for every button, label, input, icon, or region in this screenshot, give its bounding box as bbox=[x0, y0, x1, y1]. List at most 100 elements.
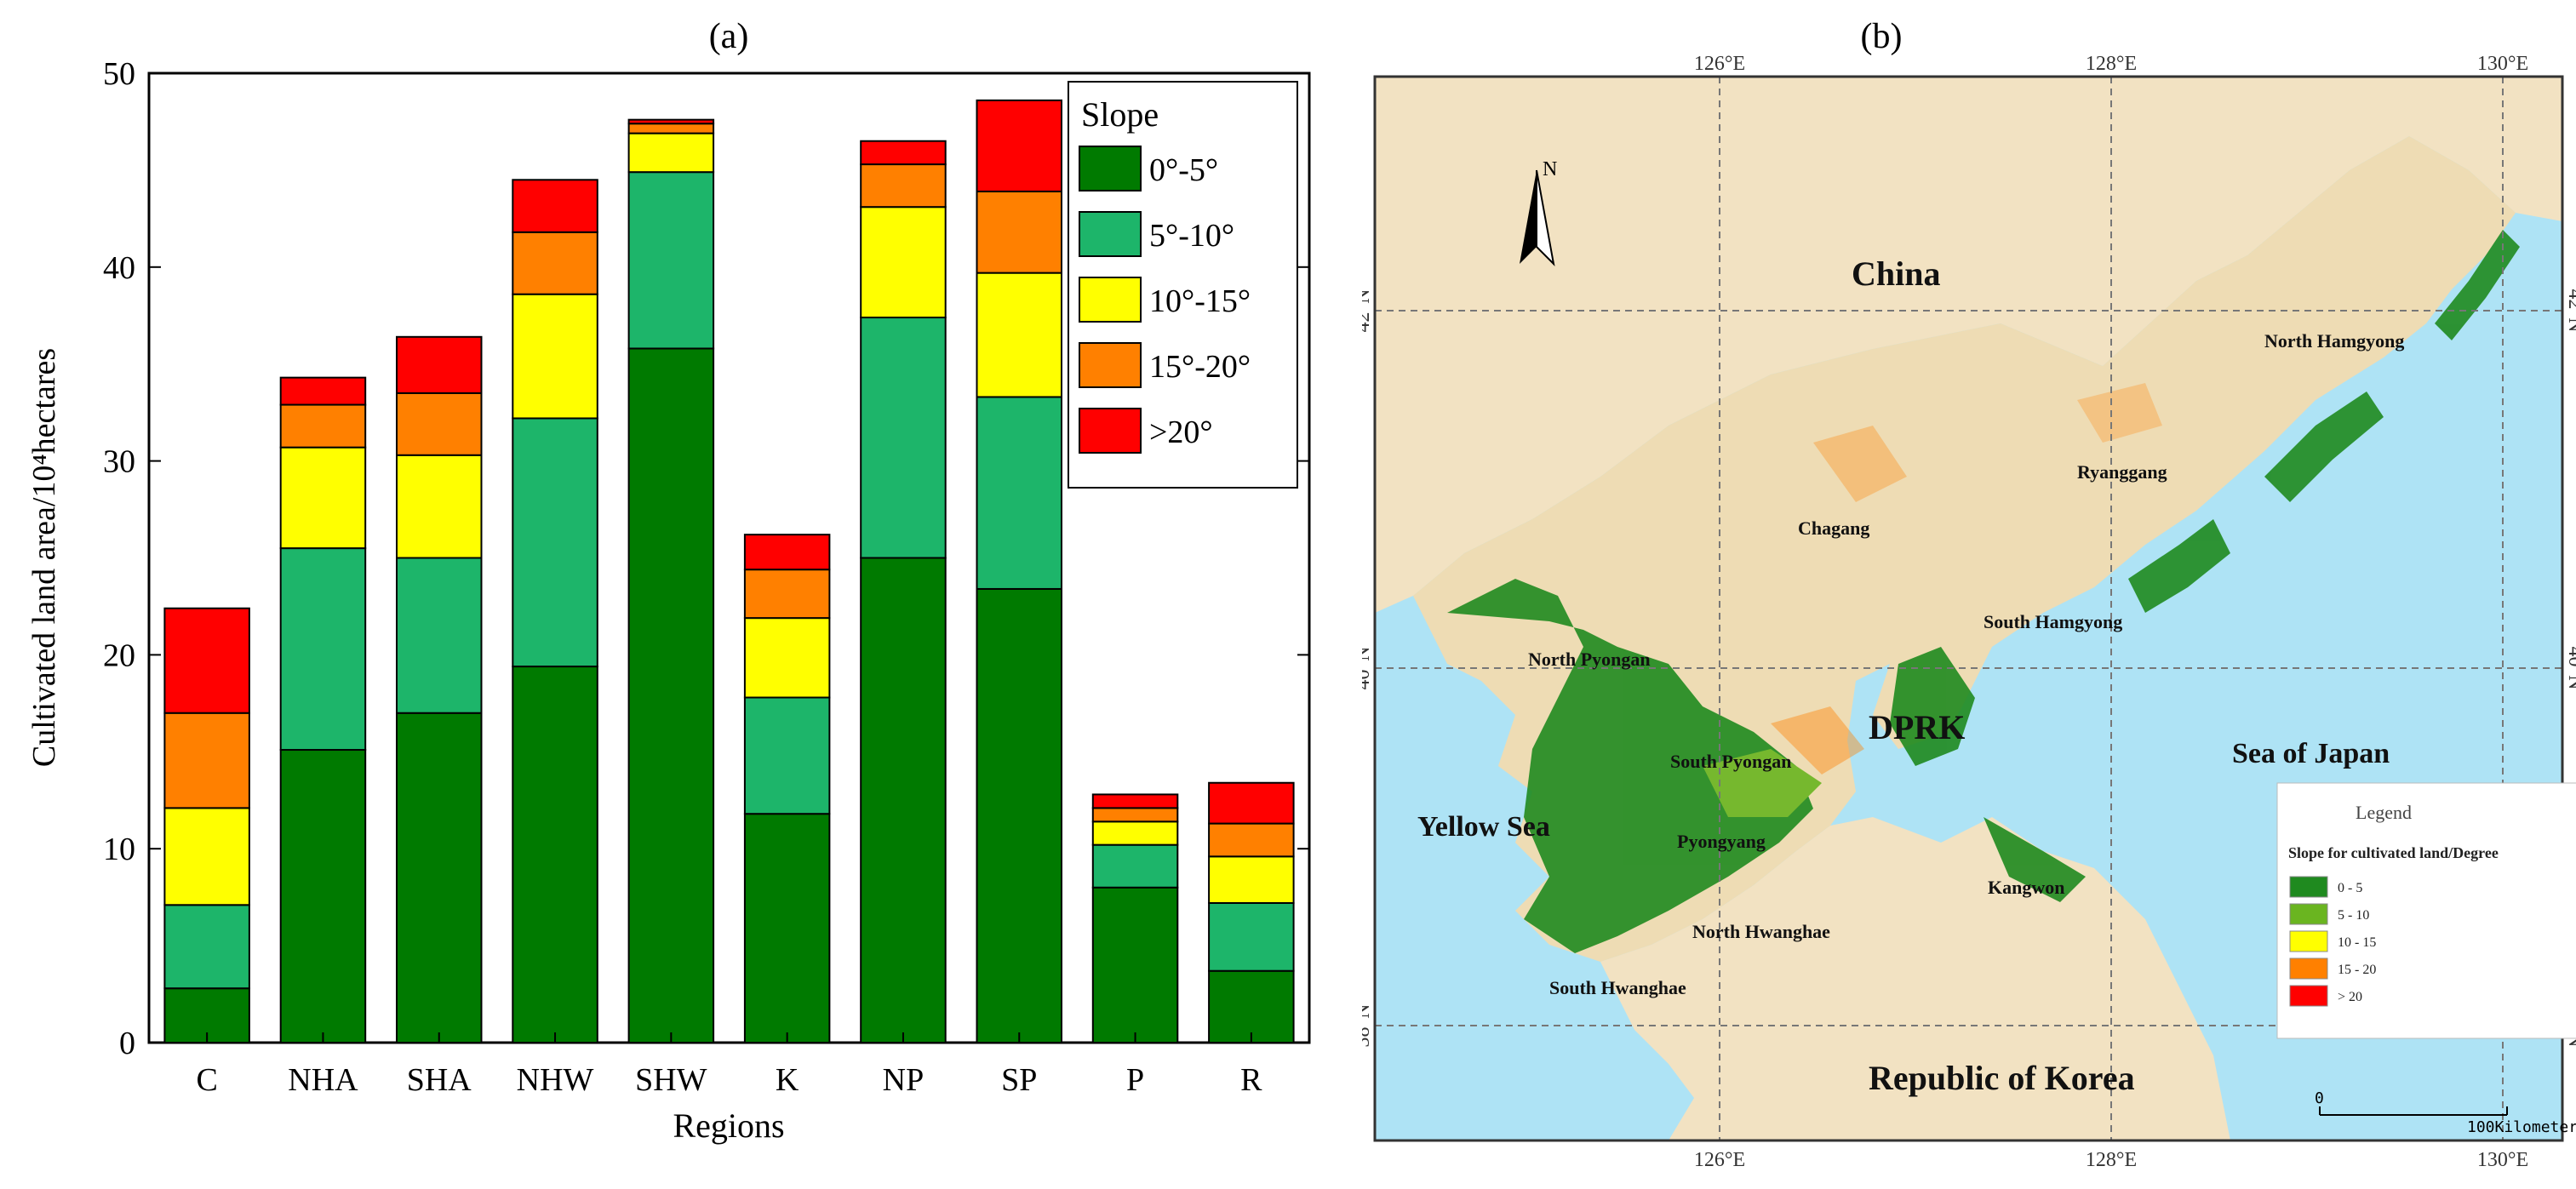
top-tick-label: 126°E bbox=[1694, 53, 1745, 75]
bar-segment-NHA-2 bbox=[279, 446, 367, 550]
left-tick-label: 38°N bbox=[1362, 1004, 1374, 1048]
legend-swatch bbox=[1079, 146, 1142, 191]
bar-segment-NHA-1 bbox=[279, 547, 367, 752]
label-north-hamgyong: North Hamgyong bbox=[2264, 330, 2404, 352]
label-south-hamgyong: South Hamgyong bbox=[1984, 611, 2122, 632]
bar-segment-K-4 bbox=[743, 534, 831, 571]
bar-segment-C-1 bbox=[163, 904, 250, 990]
y-tick-label: 40 bbox=[103, 250, 135, 286]
legend-title: Slope bbox=[1081, 95, 1159, 134]
x-tick-label: R bbox=[1240, 1062, 1262, 1098]
label-south-hwanghae: South Hwanghae bbox=[1549, 977, 1686, 998]
north-label: N bbox=[1543, 158, 1557, 180]
legend-swatch bbox=[1079, 408, 1142, 454]
bar-segment-NHA-4 bbox=[279, 376, 367, 406]
chart-legend: Slope 0°-5° 5°-10° 10°-15° 15°-20° >20° bbox=[1068, 81, 1298, 489]
label-north-pyongan: North Pyongan bbox=[1528, 649, 1651, 670]
map-legend-swatch bbox=[2289, 985, 2328, 1007]
map-legend-swatch bbox=[2289, 903, 2328, 925]
map-legend-swatch bbox=[2289, 957, 2328, 980]
map-legend-label: > 20 bbox=[2338, 990, 2362, 1004]
bar-segment-K-2 bbox=[743, 617, 831, 699]
right-tick-label: 42°N bbox=[2564, 289, 2576, 333]
top-tick-label: 130°E bbox=[2477, 53, 2528, 75]
x-axis: C NHA SHA NHW SHW K NP SP P R bbox=[196, 1032, 1262, 1098]
map-frame bbox=[1373, 75, 2564, 1142]
china-land bbox=[1375, 77, 2562, 613]
russia-land bbox=[2469, 77, 2562, 179]
panel-a-label: (a) bbox=[709, 17, 749, 56]
legend-entry-label: 10°-15° bbox=[1149, 283, 1251, 319]
rok-land bbox=[1600, 817, 2230, 1140]
bottom-tick-label: 126°E bbox=[1694, 1149, 1745, 1171]
right-tick-label: 40°N bbox=[2564, 647, 2576, 690]
bar-segment-SHW-3 bbox=[627, 123, 715, 134]
map-legend-label: 10 - 15 bbox=[2338, 935, 2376, 950]
cultivated-land-overlay bbox=[1447, 230, 2520, 953]
bar-segment-SP-3 bbox=[976, 190, 1062, 274]
bar-segment-SHW-2 bbox=[627, 132, 715, 174]
x-tick-label: SP bbox=[1001, 1062, 1037, 1098]
bar-segment-R-1 bbox=[1208, 901, 1295, 972]
map-legend: Legend Slope for cultivated land/Degree … bbox=[2276, 782, 2576, 1039]
y-tick-label: 0 bbox=[119, 1026, 135, 1061]
bar-segment-SHW-4 bbox=[627, 118, 715, 125]
bar-segment-NHW-3 bbox=[512, 231, 598, 295]
left-tick-label: 40°N bbox=[1362, 647, 1374, 690]
label-sea-of-japan: Sea of Japan bbox=[2232, 738, 2390, 769]
bar-segment-R-4 bbox=[1208, 781, 1295, 825]
y-tick-label: 10 bbox=[103, 832, 135, 867]
bottom-tick-label: 128°E bbox=[2086, 1149, 2137, 1171]
label-rok: Republic of Korea bbox=[1869, 1059, 2135, 1097]
bar-segment-P-3 bbox=[1091, 807, 1179, 823]
bar-segment-SP-4 bbox=[976, 99, 1062, 192]
bar-segment-SP-1 bbox=[976, 396, 1062, 590]
left-tick-label: 42°N bbox=[1362, 289, 1374, 333]
bar-segment-NP-2 bbox=[860, 206, 947, 319]
legend-swatch bbox=[1079, 211, 1142, 257]
stacked-bar-chart: (a) 0 10 20 30 40 50 C NHA SHA NHW SHW K NP SP P R Cul… bbox=[26, 17, 1311, 1145]
y-tick-label: 50 bbox=[103, 56, 135, 92]
bar-segment-SHA-4 bbox=[396, 335, 483, 394]
bar-segment-NHW-1 bbox=[512, 417, 598, 668]
bar-segment-R-3 bbox=[1208, 822, 1295, 858]
x-tick-label: SHW bbox=[635, 1062, 707, 1098]
bar-segment-SHA-2 bbox=[396, 454, 483, 559]
y-axis-label: Cultivated land area/10⁴hectares bbox=[26, 348, 62, 767]
bar-segment-NHW-0 bbox=[512, 666, 598, 1043]
bar-segment-K-3 bbox=[743, 569, 831, 620]
x-tick-label: SHA bbox=[407, 1062, 472, 1098]
x-tick-label: P bbox=[1126, 1062, 1144, 1098]
bar-segment-NP-4 bbox=[860, 140, 947, 166]
map-legend-subtitle: Slope for cultivated land/Degree bbox=[2288, 844, 2499, 861]
bar-segment-SHW-1 bbox=[627, 171, 715, 350]
plot-frame bbox=[147, 71, 1311, 1044]
legend-entry-label: 0°-5° bbox=[1149, 152, 1218, 188]
bottom-tick-label: 130°E bbox=[2477, 1149, 2528, 1171]
bar-segment-SP-0 bbox=[976, 587, 1062, 1043]
bar-segment-K-1 bbox=[743, 696, 831, 815]
legend-entry-label: 15°-20° bbox=[1149, 349, 1251, 385]
bar-segment-SHA-1 bbox=[396, 557, 483, 714]
legend-entry-label: >20° bbox=[1149, 414, 1213, 450]
map-legend-label: 5 - 10 bbox=[2338, 908, 2369, 923]
label-yellow-sea: Yellow Sea bbox=[1417, 811, 1550, 843]
label-pyongyang: Pyongyang bbox=[1677, 831, 1766, 852]
bar-segment-NHW-2 bbox=[512, 293, 598, 420]
map-legend-label: 15 - 20 bbox=[2338, 963, 2376, 977]
label-north-hwanghae: North Hwanghae bbox=[1692, 921, 1830, 942]
bar-segment-K-0 bbox=[743, 813, 831, 1043]
label-ryanggang: Ryanggang bbox=[2077, 461, 2167, 483]
legend-swatch bbox=[1079, 342, 1142, 388]
x-tick-label: NHA bbox=[288, 1062, 358, 1098]
bar-segment-SHA-3 bbox=[396, 392, 483, 456]
y-tick-label: 20 bbox=[103, 637, 135, 673]
label-dprk: DPRK bbox=[1869, 708, 1965, 746]
label-china: China bbox=[1852, 254, 1941, 293]
x-tick-label: NHW bbox=[517, 1062, 594, 1098]
scale-bar: 0 100Kilometers bbox=[2315, 1089, 2576, 1136]
bar-segment-NP-3 bbox=[860, 163, 947, 209]
bar-segment-P-1 bbox=[1091, 843, 1179, 889]
label-south-pyongan: South Pyongan bbox=[1670, 751, 1791, 772]
bar-segment-C-4 bbox=[163, 607, 250, 714]
